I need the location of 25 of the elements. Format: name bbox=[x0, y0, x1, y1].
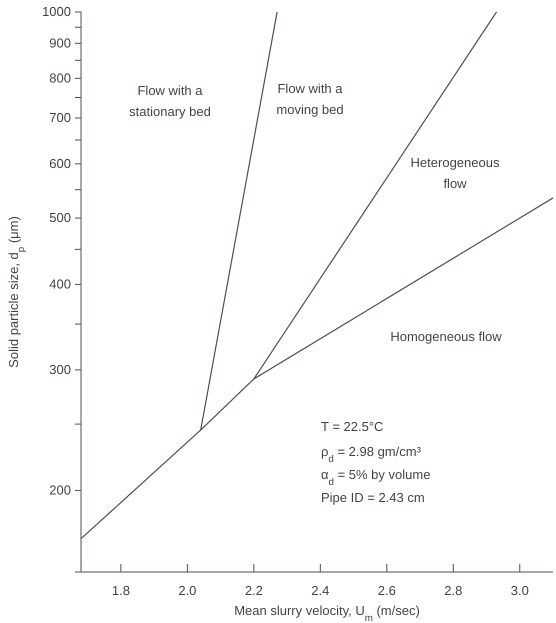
y-tick-label: 200 bbox=[49, 482, 71, 498]
annotation: ρ$_{d}$ = 2.98 gm/cm³ bbox=[321, 444, 422, 464]
x-axis-title: Mean slurry velocity, U$_{m}$ (m/sec) bbox=[234, 603, 420, 623]
annotation: Flow with a moving bed bbox=[276, 81, 344, 117]
y-tick-label: 600 bbox=[49, 156, 71, 172]
x-tick-label: 2.2 bbox=[244, 583, 263, 598]
y-tick-label: 500 bbox=[49, 210, 71, 226]
annotation: Heterogeneous flow bbox=[410, 155, 500, 191]
annotation: α$_{d}$ = 5% by volume bbox=[321, 467, 430, 488]
x-tick-label: 2.0 bbox=[178, 583, 196, 598]
x-tick-label: 2.8 bbox=[444, 583, 462, 598]
x-tick-label: 1.8 bbox=[112, 583, 130, 598]
y-tick-label: 900 bbox=[49, 35, 71, 50]
y-tick-label: 400 bbox=[49, 276, 71, 292]
annotation: T = 22.5°C bbox=[321, 419, 384, 434]
y-tick-label: 300 bbox=[49, 362, 71, 378]
y-tick-label: 800 bbox=[49, 70, 71, 86]
annotation: Flow with a stationary bed bbox=[129, 83, 211, 119]
annotation: Homogeneous flow bbox=[390, 329, 502, 344]
x-tick-label: 3.0 bbox=[510, 583, 529, 598]
x-tick-label: 2.4 bbox=[311, 583, 330, 598]
annotation: Pipe ID = 2.43 cm bbox=[321, 490, 425, 505]
y-tick-label: 1000 bbox=[42, 4, 71, 20]
y-tick-label: 700 bbox=[49, 110, 71, 126]
x-tick-label: 2.6 bbox=[378, 583, 396, 598]
